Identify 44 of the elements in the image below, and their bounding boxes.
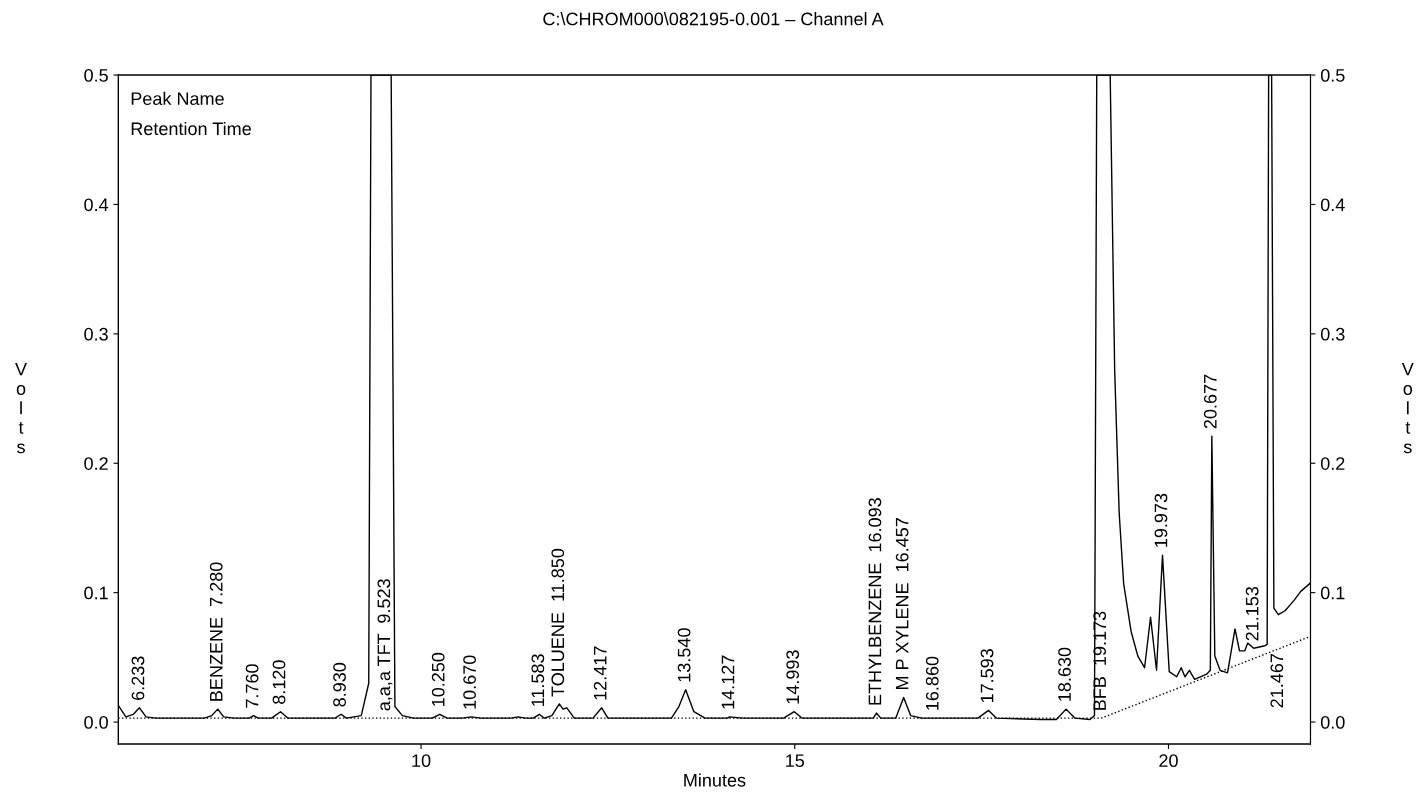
annotation: BENZENE 7.280 — [209, 562, 223, 701]
annotation: Retention Time — [131, 121, 251, 136]
annotation: 21.153 — [1245, 586, 1259, 641]
annotation: 14.127 — [721, 655, 735, 709]
annotation: 19.973 — [1154, 493, 1168, 547]
annotation: 20.677 — [1203, 374, 1217, 429]
annotation: TOLUENE 11.850 — [551, 548, 565, 697]
annotation: 7.760 — [245, 664, 259, 708]
y2-axis-title: Volts — [1401, 362, 1414, 454]
annotation: 14.993 — [786, 650, 800, 704]
y2-tick-label: 0.2 — [1320, 457, 1345, 470]
annotation: 13.540 — [677, 628, 691, 682]
y2-tick-label: 0.5 — [1320, 68, 1345, 82]
y-tick-label: 0.4 — [84, 198, 109, 212]
y-tick-label: 0.5 — [84, 68, 108, 82]
x-tick-label: 15 — [786, 754, 805, 768]
annotation: 16.860 — [925, 656, 939, 710]
y-tick-label: 0.3 — [84, 327, 108, 341]
y2-tick-label: 0.4 — [1320, 198, 1345, 212]
chart-title: C:\CHROM000\082195-0.001 – Channel A — [543, 12, 884, 26]
annotation: 8.120 — [272, 660, 286, 704]
y-tick-label: 0.2 — [84, 457, 108, 470]
annotation: 17.593 — [980, 649, 994, 703]
annotation: 18.630 — [1058, 647, 1071, 701]
annotation: a,a,a TFT 9.523 — [377, 579, 393, 711]
annotation: 8.930 — [333, 662, 346, 707]
y-tick-label: 0.0 — [84, 715, 108, 729]
y2-tick-label: 0.3 — [1320, 327, 1345, 341]
annotation: 11.583 — [531, 654, 545, 706]
annotation: Peak Name — [131, 91, 224, 106]
x-axis-title: Minutes — [684, 773, 746, 787]
y2-tick-label: 0.1 — [1320, 586, 1345, 600]
x-tick-label: 10 — [412, 754, 431, 768]
annotation: 12.417 — [593, 646, 607, 700]
annotation: 21.467 — [1270, 654, 1284, 708]
annotation: 10.670 — [463, 655, 476, 709]
x-tick-label: 20 — [1159, 754, 1178, 768]
annotation: M P XYLENE 16.457 — [895, 518, 909, 690]
y-tick-label: 0.1 — [84, 586, 108, 600]
y2-tick-label: 0.0 — [1320, 715, 1345, 729]
annotation: ETHYLBENZENE 16.093 — [868, 498, 882, 705]
y-axis-title: Volts — [15, 362, 27, 454]
annotation: 10.250 — [431, 652, 445, 706]
annotation: 6.233 — [131, 656, 145, 700]
